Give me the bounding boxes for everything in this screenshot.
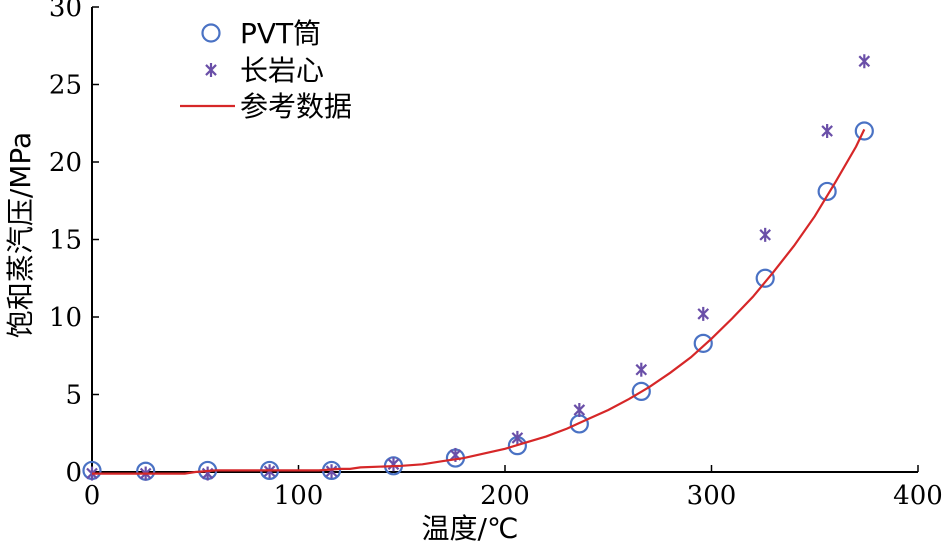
asterisk-marker: [635, 362, 648, 377]
x-axis-ticks: 0 100 200 300 400: [84, 465, 943, 511]
circle-marker: [693, 333, 713, 353]
y-tick-label: 15: [49, 226, 82, 256]
asterisk-marker: [205, 63, 217, 77]
x-tick-label: 200: [480, 481, 530, 511]
series-3: [92, 128, 866, 475]
circle-marker: [755, 268, 775, 288]
asterisk-marker: [697, 306, 710, 321]
plot-area: [82, 54, 874, 481]
asterisk-marker: [201, 466, 214, 481]
y-tick-label: 25: [49, 71, 82, 101]
y-tick-label: 20: [49, 148, 82, 178]
y-tick-label: 0: [65, 458, 82, 488]
legend-label: 长岩心: [240, 54, 324, 87]
legend-label: 参考数据: [240, 90, 352, 123]
x-tick-label: 0: [84, 481, 101, 511]
asterisk-marker: [821, 124, 833, 138]
asterisk-marker: [511, 430, 524, 445]
y-tick-label: 30: [49, 0, 82, 23]
x-axis-title: 温度/℃: [422, 512, 519, 544]
series-2: [86, 54, 871, 481]
reference-line: [92, 128, 866, 475]
y-tick-label: 10: [49, 303, 82, 333]
asterisk-marker: [573, 403, 586, 417]
asterisk-marker: [759, 227, 772, 242]
x-tick-label: 100: [274, 481, 324, 511]
series-1: [82, 121, 874, 481]
asterisk-marker: [325, 464, 338, 479]
circle-marker: [631, 381, 651, 401]
axes: [91, 7, 918, 473]
x-tick-label: 300: [687, 481, 737, 511]
legend-circle-swatch: [201, 23, 221, 43]
asterisk-marker: [858, 54, 871, 69]
x-tick-label: 400: [893, 481, 943, 511]
y-axis-ticks: 0 5 10 15 20 25 30: [49, 0, 99, 488]
circle-marker: [854, 121, 874, 141]
y-tick-label: 5: [65, 381, 82, 411]
legend-label: PVT筒: [240, 17, 321, 50]
asterisk-marker: [387, 457, 400, 472]
y-axis-title: 饱和蒸汽压/MPa: [4, 132, 37, 338]
circle-marker: [817, 181, 837, 202]
